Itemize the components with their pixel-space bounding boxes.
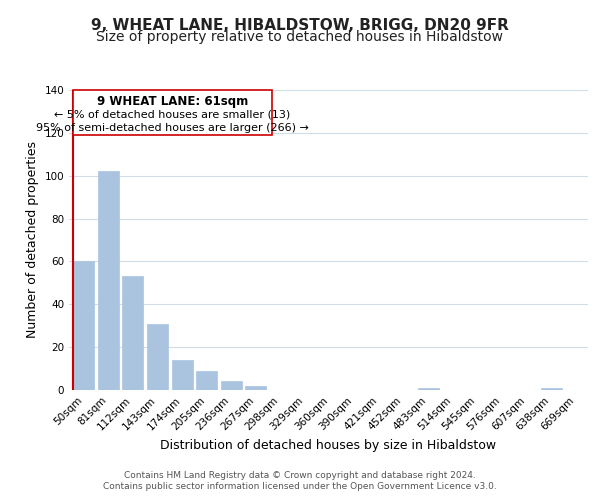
Bar bbox=[221, 382, 242, 390]
Bar bbox=[122, 276, 143, 390]
Text: 9, WHEAT LANE, HIBALDSTOW, BRIGG, DN20 9FR: 9, WHEAT LANE, HIBALDSTOW, BRIGG, DN20 9… bbox=[91, 18, 509, 32]
Bar bbox=[172, 360, 193, 390]
Bar bbox=[196, 370, 217, 390]
Text: Contains HM Land Registry data © Crown copyright and database right 2024.: Contains HM Land Registry data © Crown c… bbox=[124, 471, 476, 480]
Bar bbox=[98, 172, 119, 390]
Text: 95% of semi-detached houses are larger (266) →: 95% of semi-detached houses are larger (… bbox=[36, 123, 309, 133]
Bar bbox=[73, 262, 94, 390]
X-axis label: Distribution of detached houses by size in Hibaldstow: Distribution of detached houses by size … bbox=[160, 438, 497, 452]
Text: Contains public sector information licensed under the Open Government Licence v3: Contains public sector information licen… bbox=[103, 482, 497, 491]
Bar bbox=[245, 386, 266, 390]
Text: ← 5% of detached houses are smaller (13): ← 5% of detached houses are smaller (13) bbox=[55, 110, 290, 120]
Bar bbox=[418, 388, 439, 390]
FancyBboxPatch shape bbox=[73, 90, 272, 135]
Text: 9 WHEAT LANE: 61sqm: 9 WHEAT LANE: 61sqm bbox=[97, 96, 248, 108]
Text: Size of property relative to detached houses in Hibaldstow: Size of property relative to detached ho… bbox=[97, 30, 503, 44]
Bar bbox=[147, 324, 168, 390]
Y-axis label: Number of detached properties: Number of detached properties bbox=[26, 142, 39, 338]
Bar bbox=[541, 388, 562, 390]
